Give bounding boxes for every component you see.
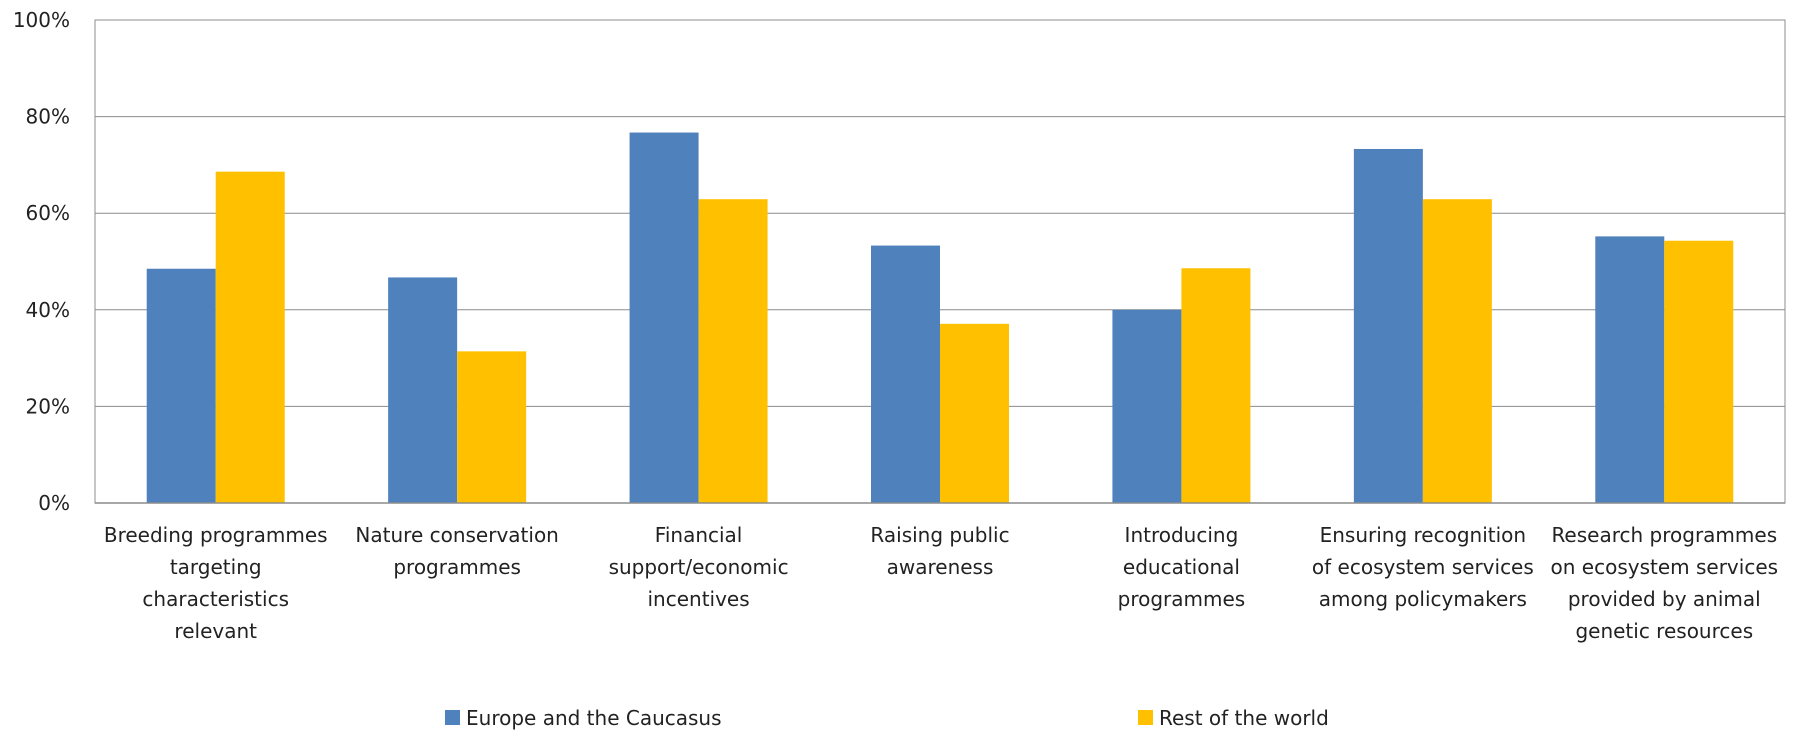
bar-europe-4 (1112, 309, 1182, 503)
x-category-label: Breeding programmes targeting characterist… (104, 523, 328, 643)
bar-europe-3 (871, 245, 940, 503)
x-category-label: Raising public awareness (870, 523, 1009, 579)
x-category-label: Financial support/economic incentives (609, 523, 789, 611)
bar-rest-0 (215, 171, 285, 504)
legend-swatch (1138, 710, 1153, 725)
bar-rest-3 (940, 323, 1009, 503)
y-tick-label: 80% (26, 105, 70, 129)
x-category-label: Ensuring recognition of ecosystem service… (1312, 523, 1534, 611)
bar-rest-1 (457, 351, 527, 503)
labels: 0% 20% 40% 60% 80% 100% Breeding programmes tar… (13, 8, 1778, 643)
bar-europe-0 (146, 268, 216, 503)
legend-label: Rest of the world (1159, 706, 1329, 730)
bar-europe-6 (1595, 236, 1665, 503)
x-category-label: Nature conservation programmes (355, 523, 558, 579)
x-category-label: Research programmes on ecosystem services… (1551, 523, 1779, 643)
y-tick-label: 40% (26, 298, 70, 322)
bar-rest-4 (1181, 268, 1251, 503)
x-category-label: Introducing educational programmes (1118, 523, 1246, 611)
y-tick-label: 100% (13, 8, 70, 32)
bar-rest-2 (698, 199, 768, 503)
bar-rest-5 (1422, 199, 1492, 503)
axes (94, 19, 1786, 504)
bar-europe-5 (1353, 148, 1423, 503)
bar-europe-2 (629, 132, 699, 503)
bars (146, 132, 1734, 504)
legend-label: Europe and the Caucasus (466, 706, 722, 730)
bar-rest-6 (1664, 240, 1734, 503)
bar-europe-1 (388, 277, 458, 503)
y-tick-label: 60% (26, 201, 70, 225)
legend-swatch (445, 710, 460, 725)
y-tick-label: 0% (38, 491, 70, 515)
y-tick-label: 20% (26, 394, 70, 418)
legend: Europe and the Caucasus Rest of the world (445, 706, 1329, 730)
